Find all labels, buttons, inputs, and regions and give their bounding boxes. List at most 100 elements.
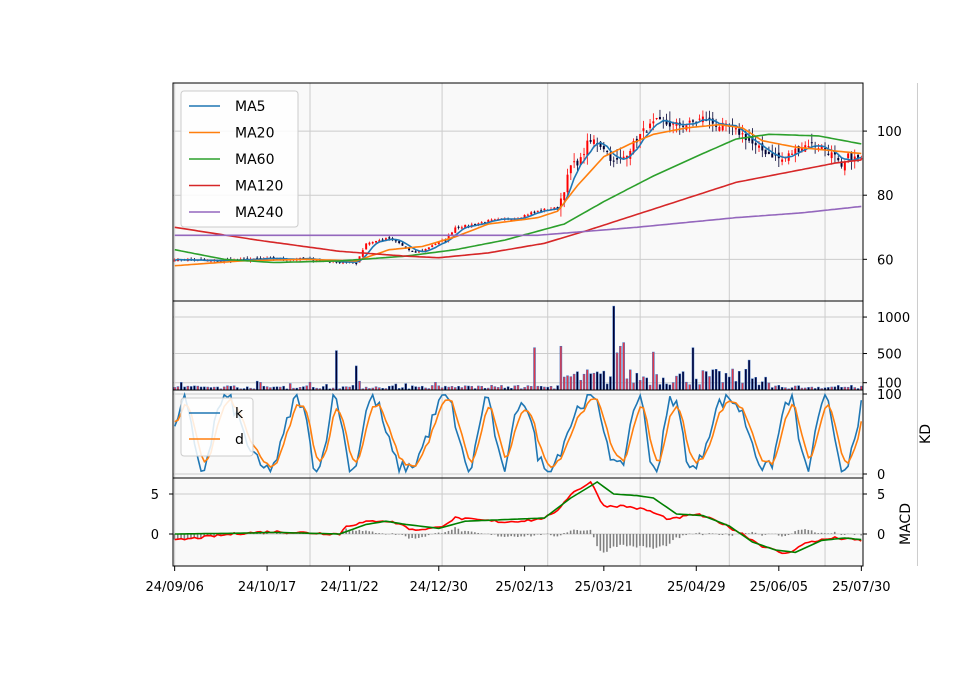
macd-osc-bar — [622, 534, 625, 545]
volume-bar — [437, 385, 441, 391]
macd-osc-bar — [368, 531, 371, 534]
macd-osc-bar — [675, 534, 678, 538]
volume-bar — [794, 385, 797, 391]
candle-body — [754, 142, 757, 146]
volume-bar — [708, 376, 711, 391]
candle-body — [827, 153, 830, 155]
candle-body — [526, 214, 529, 216]
volume-bar — [695, 378, 698, 391]
macd-osc-bar — [764, 534, 767, 535]
volume-bar — [354, 365, 358, 391]
candle-body — [457, 226, 460, 228]
candle-body — [559, 198, 562, 208]
volume-bar — [457, 385, 460, 391]
candle-body — [487, 219, 490, 222]
volume-bar — [341, 386, 345, 391]
macd-osc-bar — [748, 533, 750, 534]
volume-bar — [721, 382, 724, 391]
candle-body — [424, 248, 427, 251]
kd-background — [173, 390, 863, 478]
candle-body — [830, 152, 833, 159]
macd-osc-bar — [351, 530, 354, 534]
kd-ytick-label: 100 — [877, 388, 902, 403]
macd-osc-bar — [728, 534, 730, 536]
macd-osc-bar — [592, 534, 595, 538]
volume-bar — [480, 385, 483, 391]
macd-osc-bar — [279, 533, 281, 534]
volume-bar — [747, 359, 751, 391]
volume-bar — [718, 371, 721, 391]
candle-body — [583, 154, 586, 156]
candle-body — [378, 240, 381, 242]
kd-legend-label-d: d — [235, 432, 244, 448]
volume-bar — [642, 376, 645, 391]
macd-osc-bar — [384, 534, 387, 535]
candle-body — [791, 153, 794, 155]
candle-body — [450, 232, 453, 235]
macd-osc-bar — [602, 534, 605, 553]
candle-body — [381, 239, 384, 241]
legend-label-ma240: MA240 — [235, 205, 283, 221]
volume-bar — [282, 385, 285, 391]
volume-bar — [539, 385, 543, 391]
candle-body — [599, 141, 602, 147]
volume-bar — [562, 376, 566, 391]
macd-osc-bar — [530, 534, 532, 537]
volume-bar — [176, 386, 180, 391]
macd-osc-bar — [642, 534, 645, 547]
candle-body — [530, 212, 533, 215]
macd-left-tick-label: 5 — [151, 488, 159, 503]
macd-osc-bar — [625, 534, 628, 547]
x-tick-label: 25/02/13 — [495, 580, 553, 595]
candle-body — [718, 126, 721, 131]
ma-line-ma60 — [174, 133, 862, 264]
candle-body — [398, 241, 401, 243]
x-tick-label: 24/12/30 — [410, 580, 468, 595]
macd-osc-bar — [447, 530, 450, 534]
candle-body — [464, 224, 467, 229]
macd-osc-bar — [672, 534, 674, 541]
candle-body — [658, 117, 661, 120]
macd-osc-bar — [193, 534, 196, 538]
macd-osc-bar — [662, 534, 664, 546]
volume-bar — [635, 372, 639, 391]
volume-bar — [470, 386, 474, 391]
volume-bar — [724, 373, 728, 391]
macd-osc-bar — [649, 534, 651, 548]
macd-osc-bar — [375, 533, 377, 534]
macd-osc-bar — [470, 531, 473, 534]
macd-panel: 0 5 0 5 MACD — [151, 477, 918, 567]
candle-body — [767, 152, 770, 154]
volume-bar — [576, 371, 579, 391]
macd-osc-bar — [176, 534, 179, 540]
volume-bar — [572, 373, 576, 391]
macd-osc-bar — [800, 529, 803, 534]
macd-osc-bar — [599, 534, 602, 551]
macd-osc-bar — [513, 534, 516, 537]
macd-osc-bar — [824, 533, 826, 534]
volume-bar — [645, 377, 648, 391]
volume-bar — [728, 376, 731, 391]
macd-osc-bar — [196, 534, 199, 539]
macd-osc-bar — [203, 534, 205, 537]
macd-osc-bar — [259, 533, 262, 534]
volume-bar — [506, 386, 510, 391]
candle-body — [688, 120, 691, 123]
candle-body — [592, 139, 595, 144]
candle-body — [566, 174, 569, 193]
macd-osc-bar — [408, 534, 410, 539]
candle-body — [721, 122, 724, 131]
macd-dem-line — [174, 481, 862, 554]
kd-k-line — [173, 392, 863, 475]
macd-osc-bar — [784, 534, 787, 537]
macd-osc-bar — [441, 533, 443, 534]
candle-body — [833, 150, 836, 155]
macd-osc-bar — [391, 533, 394, 534]
volume-bar — [556, 385, 559, 391]
macd-osc-bar — [503, 534, 506, 537]
candle-body — [543, 208, 546, 211]
candle-body — [342, 262, 345, 264]
candle-body — [853, 156, 856, 160]
volume-bar — [860, 385, 863, 391]
